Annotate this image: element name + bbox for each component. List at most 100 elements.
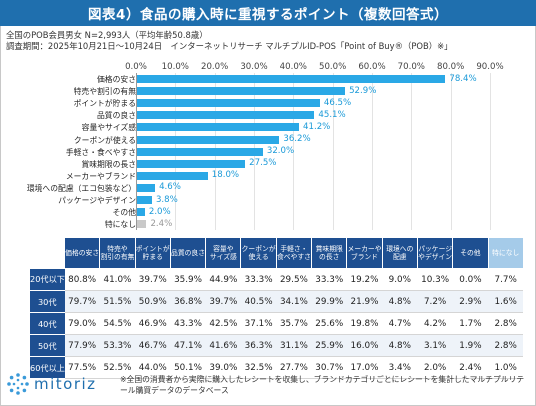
table-cell: 2.0% [417, 356, 453, 379]
category-label: ポイントが貯まる [73, 99, 136, 109]
axis-baseline [136, 73, 137, 230]
category-label: 手軽さ・食べやすさ [65, 147, 136, 157]
row-header: 60代以上 [30, 356, 65, 379]
column-header: 容量や サイズ感 [205, 237, 242, 269]
table-cell: 44.9% [205, 268, 241, 291]
table-cell: 30.7% [311, 356, 347, 379]
table-row: 50代 77.9% 53.3% 46.7% 47.1% 41.6% 36.3% 31.1% 25… [30, 334, 524, 357]
table-cell: 40.5% [240, 290, 277, 313]
table-cell: 9.0% [382, 268, 418, 291]
table-cell: 50.1% [170, 356, 206, 379]
table-cell: 36.8% [170, 290, 206, 313]
category-label: 品質の良さ [97, 111, 136, 121]
x-tick-label: 0.0% [125, 62, 147, 72]
table-cell: 17.0% [346, 356, 383, 379]
table-cell: 25.9% [311, 334, 347, 357]
table-cell: 77.5% [64, 356, 100, 379]
table-cell: 54.5% [99, 312, 136, 335]
bar [137, 135, 280, 144]
data-label: 2.4% [150, 218, 173, 229]
column-header: 品質の良さ [169, 237, 207, 269]
table-body: 20代以下 80.8% 41.0% 39.7% 35.9% 44.9% 33.3% 29.5%… [30, 268, 524, 379]
bar [137, 196, 152, 204]
table-cell: 32.5% [240, 356, 277, 379]
table-row: 20代以下 80.8% 41.0% 39.7% 35.9% 44.9% 33.3% 29.5%… [30, 268, 524, 291]
x-tick-label: 50.0% [319, 62, 347, 72]
column-header: 手軽さ・ 食べやすさ [275, 237, 313, 269]
category-label: 特売や割引の有無 [73, 87, 136, 97]
table-cell: 1.6% [488, 290, 524, 313]
table-row: 30代 79.7% 51.5% 50.9% 36.8% 39.7% 40.5% 34.1% 29… [30, 290, 524, 313]
category-label: 特になし [104, 220, 136, 230]
table-cell: 46.9% [135, 312, 171, 335]
x-tick-label: 80.0% [437, 62, 465, 72]
x-tick-label: 40.0% [279, 62, 307, 72]
data-label: 46.5% [323, 97, 352, 108]
table-cell: 3.4% [382, 356, 418, 379]
table-cell: 4.8% [382, 290, 418, 313]
bar [137, 87, 346, 96]
logo-text: mitoriz [34, 375, 97, 393]
data-label: 41.2% [303, 121, 331, 132]
table-corner [30, 237, 65, 269]
column-header: 環境への 配慮 [381, 237, 418, 269]
column-header: パッケージ やデザイン [416, 237, 454, 269]
table-cell: 44.0% [135, 356, 171, 379]
table-cell: 1.0% [488, 356, 524, 379]
table-cell: 39.0% [205, 356, 241, 379]
table-cell: 39.7% [205, 290, 241, 313]
table-cell: 33.3% [240, 268, 277, 291]
table-cell: 33.3% [311, 268, 347, 291]
category-label: クーポンが使える [73, 135, 136, 145]
table-cell: 2.8% [488, 312, 524, 335]
category-label: メーカーやブランド [65, 171, 136, 181]
table-row: 60代以上 77.5% 52.5% 44.0% 50.1% 39.0% 32.5% 27.7%… [30, 356, 524, 379]
x-tick-label: 10.0% [161, 62, 189, 72]
x-tick-label: 20.0% [201, 62, 229, 72]
table-cell: 2.9% [452, 290, 489, 313]
table-cell: 79.0% [64, 312, 100, 335]
gridline [332, 73, 334, 230]
x-tick-label: 60.0% [358, 62, 386, 72]
bar [137, 171, 208, 180]
table-cell: 36.3% [240, 334, 277, 357]
age-breakdown-table: 価格の安さ 特売や 割引の有無 ポイントが 貯まる 品質の良さ 容量や サイズ感 クーポンが 使え… [30, 237, 524, 379]
table-cell: 41.0% [99, 268, 136, 291]
table-cell: 1.9% [452, 334, 489, 357]
data-label: 36.2% [283, 134, 311, 144]
table-cell: 37.1% [240, 312, 277, 335]
row-header: 50代 [30, 334, 65, 357]
category-label: 価格の安さ [97, 75, 136, 84]
data-label: 3.8% [155, 194, 178, 205]
row-header: 20代以下 [30, 268, 65, 291]
gridline [293, 73, 295, 230]
mitoriz-logo: mitoriz [6, 372, 97, 396]
column-header: メーカーや ブランド [346, 237, 383, 269]
row-header: 30代 [30, 290, 65, 313]
table-cell: 4.2% [417, 312, 453, 335]
table-cell: 0.0% [452, 268, 489, 291]
gridline [450, 73, 452, 230]
logo-mark-icon [6, 372, 30, 396]
column-header: ポイントが 貯まる [134, 237, 171, 269]
row-header: 40代 [30, 312, 65, 335]
table-cell: 51.5% [99, 290, 136, 313]
category-label: その他 [112, 208, 136, 218]
column-header: 価格の安さ [63, 237, 101, 269]
x-tick-label: 30.0% [240, 62, 268, 72]
footnote: ※全国の消費者から実際に購入したレシートを収集し、ブランドカテゴリごとにレシート… [120, 375, 525, 396]
table-cell: 79.7% [64, 290, 100, 313]
data-label: 4.6% [159, 182, 181, 193]
table-cell: 39.7% [135, 268, 171, 291]
table-cell: 1.7% [452, 312, 489, 335]
table-header-row: 価格の安さ 特売や 割引の有無 ポイントが 貯まる 品質の良さ 容量や サイズ感 クーポンが 使え… [30, 237, 524, 269]
table-cell: 7.7% [488, 268, 524, 291]
table-cell: 3.1% [417, 334, 453, 357]
table-cell: 42.5% [205, 312, 241, 335]
bar [137, 75, 446, 83]
table-cell: 34.1% [276, 290, 312, 313]
table-cell: 7.2% [417, 290, 453, 313]
table-cell: 21.9% [346, 290, 383, 313]
bar [137, 220, 147, 229]
data-label: 32.0% [266, 146, 295, 157]
